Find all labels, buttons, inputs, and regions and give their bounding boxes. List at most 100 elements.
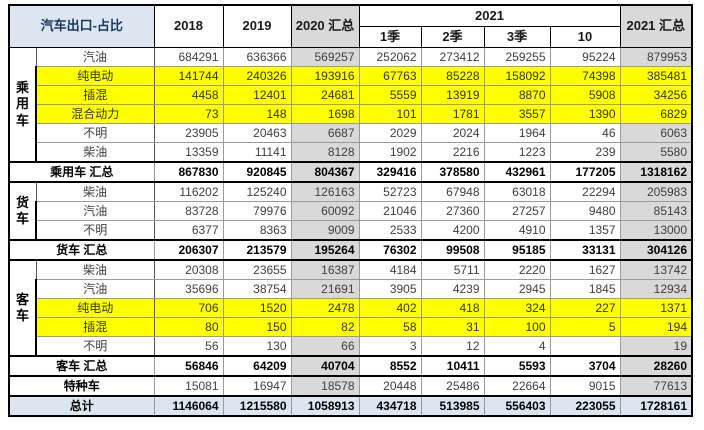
table-cell: 4458	[153, 85, 224, 105]
group-label: 乘用车	[7, 47, 37, 163]
table-cell: 1371	[619, 298, 694, 318]
table-cell: 5559	[358, 85, 422, 105]
table-cell: 3	[358, 336, 422, 357]
table-cell: 79976	[222, 201, 292, 221]
table-cell: 8870	[483, 85, 551, 105]
table-cell: 22664	[483, 375, 551, 397]
row-label: 纯电动	[35, 66, 155, 86]
table-cell: 9009	[290, 220, 360, 241]
table-cell: 141744	[153, 66, 224, 86]
table-cell: 80	[153, 317, 224, 337]
table-cell: 227	[549, 298, 621, 318]
table-cell: 76302	[358, 239, 422, 261]
page: 汽车出口-占比 2018 2019 2020 汇总 2021 2021 汇总 1季 2季 3季 1…	[7, 4, 694, 417]
table-cell: 74398	[549, 66, 621, 86]
row-label: 纯电动	[35, 298, 155, 318]
table-row: 汽油 83728 79976 60092 21046 27360 27257 9480 8514…	[9, 201, 694, 221]
table-cell: 13742	[619, 259, 694, 280]
table-title: 汽车出口-占比	[8, 4, 155, 48]
table-cell: 8128	[290, 142, 360, 163]
table-row: 插混 80 150 82 58 31 100 5 194	[9, 317, 694, 337]
table-cell: 12401	[222, 85, 292, 105]
row-label: 汽油	[35, 201, 155, 221]
table-row: 客车 汇总 56846 64209 40704 8552 10411 5593 3704 282…	[7, 355, 694, 377]
table-cell: 63018	[483, 181, 551, 202]
table-cell: 6829	[619, 104, 694, 124]
table-row: 货车 汇总 206307 213579 195264 76302 99508 95185 33…	[7, 239, 694, 261]
table-cell: 636366	[222, 47, 292, 67]
table-cell: 9480	[549, 201, 621, 221]
row-label: 汽油	[35, 47, 155, 67]
table-cell: 83728	[153, 201, 224, 221]
export-table: 汽车出口-占比 2018 2019 2020 汇总 2021 2021 汇总 1季 2季 3季 1…	[7, 4, 694, 417]
table-row: 乘用车 汇总 867830 920845 804367 329416 378580 4329…	[7, 161, 694, 183]
table-cell: 5	[549, 317, 621, 337]
table-cell: 12	[420, 336, 485, 357]
table-cell: 28260	[619, 355, 694, 377]
table-cell: 13359	[153, 142, 224, 163]
table-row: 汽油 35696 38754 21691 3905 4239 2945 1845 12934	[9, 279, 694, 299]
table-cell: 2024	[420, 123, 485, 143]
table-cell: 56846	[153, 355, 224, 377]
table-cell: 4200	[420, 220, 485, 241]
table-cell: 20308	[153, 259, 224, 280]
table-cell: 684291	[153, 47, 224, 67]
table-cell: 58	[358, 317, 422, 337]
table-cell: 22294	[549, 181, 621, 202]
table-row: 柴油 13359 11141 8128 1902 2216 1223 239 5580	[9, 142, 694, 163]
table-cell: 12934	[619, 279, 694, 299]
column-header: 2021 汇总	[619, 4, 693, 48]
table-cell: 5711	[420, 259, 485, 280]
table-cell: 3704	[549, 355, 621, 377]
table-cell: 1781	[420, 104, 485, 124]
table-cell: 16387	[290, 259, 360, 280]
table-cell: 85228	[420, 66, 485, 86]
row-label: 货车 汇总	[7, 239, 155, 261]
table-cell: 24681	[290, 85, 360, 105]
table-cell: 513985	[420, 395, 485, 417]
table-row: 不明 56 130 66 3 12 4 19	[9, 336, 694, 357]
table-row: 货车 柴油 116202 125240 126163 52723 67948 63018 222…	[7, 181, 694, 241]
table-cell: 434718	[358, 395, 422, 417]
table-cell: 95224	[549, 47, 621, 67]
table-cell: 3557	[483, 104, 551, 124]
table-cell: 239	[549, 142, 621, 163]
table-row: 乘用车 汽油 684291 636366 569257 252062 273412 25925…	[7, 47, 694, 163]
row-label: 不明	[35, 336, 155, 357]
table-cell: 385481	[619, 66, 694, 86]
table-cell: 418	[420, 298, 485, 318]
table-cell: 126163	[290, 181, 360, 202]
table-cell: 556403	[483, 395, 551, 417]
table-cell: 1902	[358, 142, 422, 163]
row-label: 插混	[35, 85, 155, 105]
table-cell: 194	[619, 317, 694, 337]
column-header-2021-span: 2021	[358, 4, 621, 27]
table-cell: 1627	[549, 259, 621, 280]
table-cell: 101	[358, 104, 422, 124]
group-label: 客车	[7, 259, 37, 357]
table-row: 客车 柴油 20308 23655 16387 4184 5711 2220 1627 13742	[7, 259, 694, 357]
table-cell: 1215580	[222, 395, 292, 417]
table-cell: 4910	[483, 220, 551, 241]
table-cell: 158092	[483, 66, 551, 86]
table-cell: 8363	[222, 220, 292, 241]
table-cell: 2029	[358, 123, 422, 143]
table-cell: 867830	[153, 161, 224, 183]
column-subheader: 2季	[420, 26, 485, 48]
table-cell: 2533	[358, 220, 422, 241]
table-cell: 100	[483, 317, 551, 337]
table-cell: 25486	[420, 375, 485, 397]
row-label: 插混	[35, 317, 155, 337]
table-cell: 206307	[153, 239, 224, 261]
table-cell: 116202	[153, 181, 224, 202]
table-cell: 130	[222, 336, 292, 357]
table-cell: 64209	[222, 355, 292, 377]
table-cell: 66	[290, 336, 360, 357]
table-cell: 2478	[290, 298, 360, 318]
table-cell: 150	[222, 317, 292, 337]
table-cell: 11141	[222, 142, 292, 163]
column-header: 2018	[153, 4, 224, 48]
row-label: 总计	[7, 395, 155, 417]
table-cell: 85143	[619, 201, 694, 221]
table-cell: 205983	[619, 181, 694, 202]
